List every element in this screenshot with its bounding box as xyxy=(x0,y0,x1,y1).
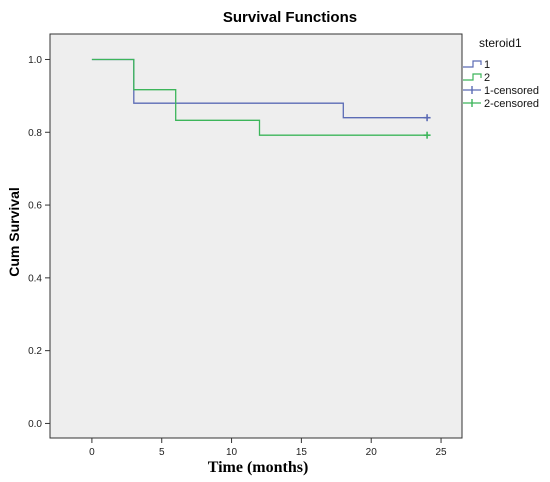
x-tick-label: 10 xyxy=(226,447,238,458)
series-2-censored-mark xyxy=(423,131,431,139)
x-tick-label: 25 xyxy=(435,447,447,458)
y-tick-label: 0.0 xyxy=(28,419,42,430)
legend-label: 1-censored xyxy=(484,85,539,97)
series-1-censored-mark xyxy=(423,114,431,122)
legend-item-2-censored: 2-censored xyxy=(463,98,539,110)
x-tick-label: 0 xyxy=(89,447,95,458)
x-tick-label: 5 xyxy=(159,447,165,458)
series-layer xyxy=(91,58,431,139)
x-tick-label: 20 xyxy=(366,447,378,458)
legend-title: steroid1 xyxy=(479,36,522,50)
y-tick-label: 0.8 xyxy=(28,128,42,139)
series-2-line xyxy=(91,58,428,136)
legend-label: 1 xyxy=(484,59,490,71)
y-tick-label: 0.6 xyxy=(28,201,42,212)
legend-step-swatch xyxy=(463,60,482,68)
legend-label: 2 xyxy=(484,72,490,84)
y-tick-label: 0.2 xyxy=(28,346,42,357)
plot-area xyxy=(49,33,463,439)
y-tick-label: 1.0 xyxy=(28,55,42,66)
chart-title: Survival Functions xyxy=(223,9,357,26)
x-tick-label: 15 xyxy=(296,447,308,458)
y-tick-label: 0.4 xyxy=(28,273,42,284)
x-axis-label: Time (months) xyxy=(208,459,309,476)
legend-item-1: 1 xyxy=(463,59,490,71)
x-axis: 0 5 10 15 20 25 xyxy=(89,438,447,458)
y-axis: 0.0 0.2 0.4 0.6 0.8 1.0 xyxy=(28,55,50,430)
y-axis-label: Cum Survival xyxy=(6,187,22,276)
legend-step-swatch xyxy=(463,73,482,81)
legend-label: 2-censored xyxy=(484,98,539,110)
legend-item-2: 2 xyxy=(463,72,490,84)
legend-item-1-censored: 1-censored xyxy=(463,85,539,97)
